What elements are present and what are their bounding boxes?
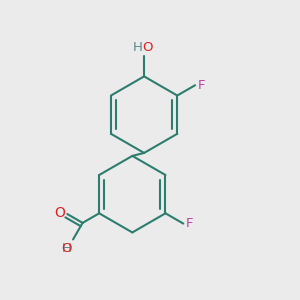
- Text: O: O: [142, 41, 153, 54]
- Text: H: H: [62, 242, 72, 255]
- Text: O: O: [54, 206, 65, 220]
- Text: F: F: [197, 79, 205, 92]
- Text: F: F: [186, 217, 193, 230]
- Text: O: O: [61, 242, 72, 255]
- Text: H: H: [133, 41, 142, 54]
